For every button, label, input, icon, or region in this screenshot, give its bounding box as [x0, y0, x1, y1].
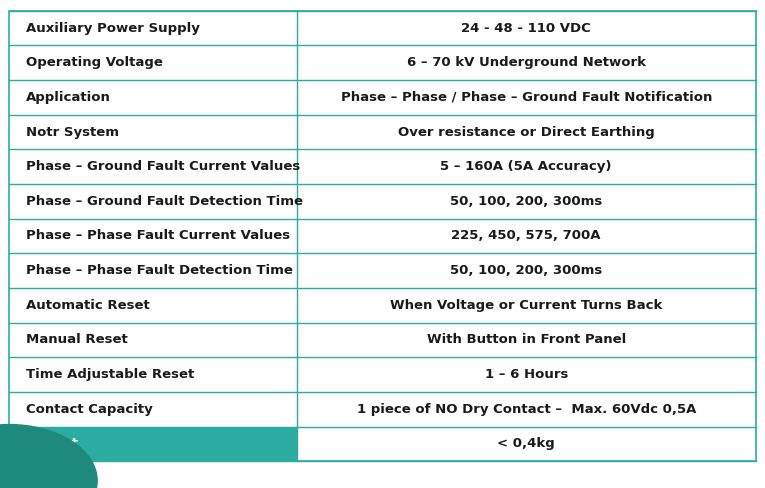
Bar	[9, 288, 297, 323]
Bar	[297, 392, 756, 427]
Bar	[297, 115, 756, 149]
Text: Phase – Phase Fault Current Values: Phase – Phase Fault Current Values	[26, 229, 290, 243]
Bar	[9, 323, 297, 357]
Bar	[297, 357, 756, 392]
Bar	[9, 115, 297, 149]
Text: Phase – Ground Fault Current Values: Phase – Ground Fault Current Values	[26, 160, 300, 173]
Text: 24 - 48 - 110 VDC: 24 - 48 - 110 VDC	[461, 21, 591, 35]
Text: Notr System: Notr System	[26, 125, 119, 139]
Bar	[297, 323, 756, 357]
Text: 6 – 70 kV Underground Network: 6 – 70 kV Underground Network	[407, 56, 646, 69]
Text: When Voltage or Current Turns Back: When Voltage or Current Turns Back	[390, 299, 662, 312]
Bar	[9, 149, 297, 184]
Bar	[9, 45, 297, 80]
Text: 50, 100, 200, 300ms: 50, 100, 200, 300ms	[450, 195, 602, 208]
Bar	[297, 45, 756, 80]
Bar	[297, 184, 756, 219]
Bar	[9, 184, 297, 219]
Bar	[9, 253, 297, 288]
Bar	[9, 392, 297, 427]
Text: Phase – Phase / Phase – Ground Fault Notification: Phase – Phase / Phase – Ground Fault Not…	[340, 91, 712, 104]
Bar	[9, 11, 297, 45]
Bar	[9, 427, 297, 461]
Text: Phase – Ground Fault Detection Time: Phase – Ground Fault Detection Time	[26, 195, 303, 208]
Text: Operating Voltage: Operating Voltage	[26, 56, 163, 69]
Text: With Button in Front Panel: With Button in Front Panel	[427, 333, 626, 346]
Text: Manual Reset: Manual Reset	[26, 333, 128, 346]
Text: 1 – 6 Hours: 1 – 6 Hours	[484, 368, 568, 381]
Bar	[297, 149, 756, 184]
Text: 5 – 160A (5A Accuracy): 5 – 160A (5A Accuracy)	[441, 160, 612, 173]
Circle shape	[0, 425, 97, 488]
Text: 225, 450, 575, 700A: 225, 450, 575, 700A	[451, 229, 601, 243]
Text: Phase – Phase Fault Detection Time: Phase – Phase Fault Detection Time	[26, 264, 293, 277]
Text: Auxiliary Power Supply: Auxiliary Power Supply	[26, 21, 200, 35]
Bar	[297, 11, 756, 45]
Bar	[9, 219, 297, 253]
Text: Over resistance or Direct Earthing: Over resistance or Direct Earthing	[398, 125, 655, 139]
Text: < 0,4kg: < 0,4kg	[497, 437, 555, 450]
Bar	[9, 80, 297, 115]
Bar	[297, 288, 756, 323]
Text: 50, 100, 200, 300ms: 50, 100, 200, 300ms	[450, 264, 602, 277]
Bar	[297, 427, 756, 461]
Text: 1 piece of NO Dry Contact –  Max. 60Vdc 0,5A: 1 piece of NO Dry Contact – Max. 60Vdc 0…	[356, 403, 696, 416]
Bar	[297, 80, 756, 115]
Bar	[297, 219, 756, 253]
Bar	[297, 253, 756, 288]
Text: Contact Capacity: Contact Capacity	[26, 403, 153, 416]
Text: Application: Application	[26, 91, 111, 104]
Text: Automatic Reset: Automatic Reset	[26, 299, 150, 312]
Text: Time Adjustable Reset: Time Adjustable Reset	[26, 368, 194, 381]
Bar	[9, 357, 297, 392]
Text: Weight: Weight	[26, 437, 79, 450]
